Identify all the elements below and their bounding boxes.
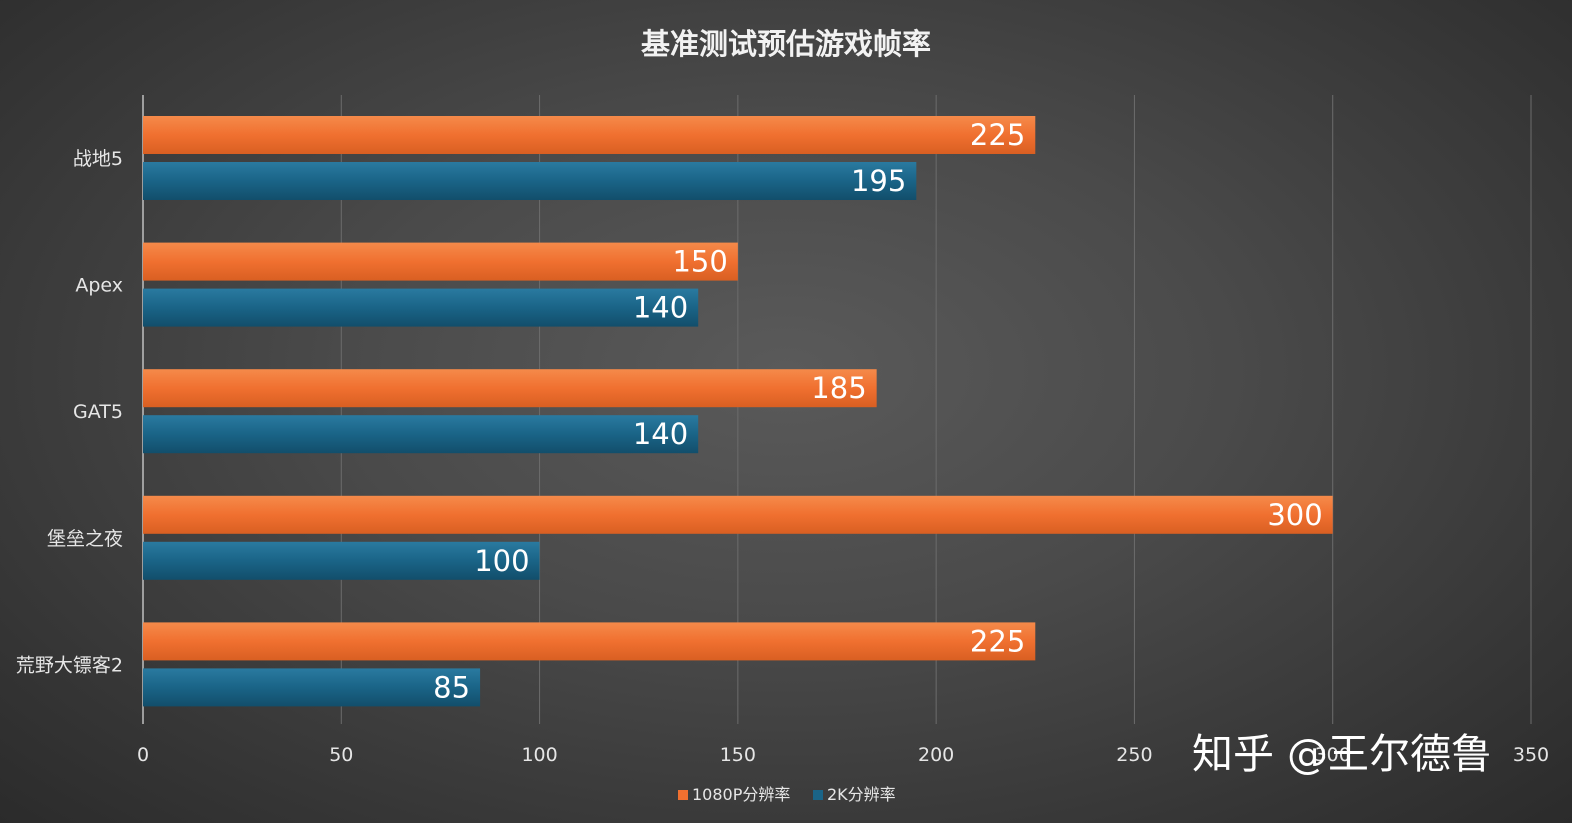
bar-1080p xyxy=(143,622,1036,661)
bar-2k xyxy=(143,162,917,200)
bar-2k xyxy=(143,541,540,580)
data-label: 140 xyxy=(633,417,688,451)
data-label: 225 xyxy=(970,624,1025,658)
bar-2k xyxy=(143,668,481,707)
data-label: 100 xyxy=(474,544,529,578)
data-label: 85 xyxy=(433,670,470,704)
data-label: 185 xyxy=(811,371,866,405)
bar-1080p xyxy=(143,242,738,281)
legend-swatch-2k xyxy=(813,790,823,800)
legend-label: 1080P分辨率 xyxy=(692,785,790,804)
legend: 1080P分辨率 2K分辨率 xyxy=(678,785,896,804)
x-tick-label: 200 xyxy=(918,744,954,766)
x-tick-label: 100 xyxy=(521,744,557,766)
bar-1080p xyxy=(143,495,1333,534)
data-label: 225 xyxy=(970,118,1025,152)
legend-swatch-1080p xyxy=(678,790,688,800)
bar-2k xyxy=(143,288,699,327)
x-tick-label: 300 xyxy=(1315,744,1351,766)
category-label: 战地5 xyxy=(73,148,123,170)
x-tick-label: 250 xyxy=(1116,744,1152,766)
category-label: Apex xyxy=(75,275,123,297)
x-tick-label: 350 xyxy=(1513,744,1549,766)
bar-2k xyxy=(143,415,699,454)
watermark-text: 知乎 @王尔德鲁 xyxy=(1192,730,1492,778)
legend-label: 2K分辨率 xyxy=(827,785,896,804)
category-label: GAT5 xyxy=(73,401,123,423)
bar-1080p xyxy=(143,369,877,408)
data-label: 140 xyxy=(633,291,688,325)
x-tick-label: 50 xyxy=(329,744,353,766)
chart-title: 基准测试预估游戏帧率 xyxy=(641,27,931,61)
bar-1080p xyxy=(143,116,1036,154)
data-label: 195 xyxy=(851,164,906,198)
bars xyxy=(143,116,1333,707)
data-label: 300 xyxy=(1267,498,1322,532)
x-tick-label: 0 xyxy=(137,744,149,766)
category-label: 荒野大镖客2 xyxy=(16,654,123,676)
data-label: 150 xyxy=(672,245,727,279)
labels: 0 50 100 150 200 250 300 350 战地5 225 195 Apex 150 140… xyxy=(16,118,1549,766)
category-label: 堡垒之夜 xyxy=(47,528,123,550)
x-tick-label: 150 xyxy=(720,744,756,766)
